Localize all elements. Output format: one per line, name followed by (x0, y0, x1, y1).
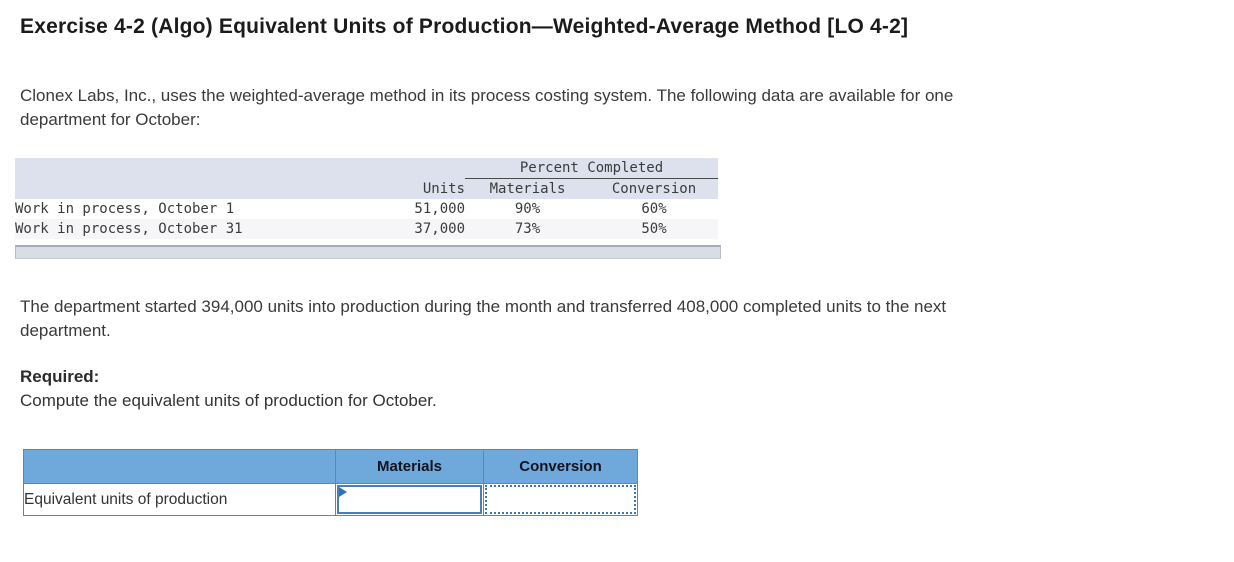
materials-percent-value: 73% (465, 219, 590, 239)
percent-completed-group-header: Percent Completed (465, 158, 719, 179)
answer-header-row: Materials Conversion (23, 449, 638, 484)
exhibit-table-container: Percent Completed Units Materials Conver… (15, 158, 1234, 239)
intro-line-1: Clonex Labs, Inc., uses the weighted-ave… (20, 86, 954, 105)
units-column-header: Units (375, 178, 465, 199)
answer-header-spacer (23, 449, 336, 484)
row-label: Work in process, October 31 (15, 219, 375, 239)
conversion-input-cell[interactable] (483, 483, 638, 516)
required-label: Required: (20, 367, 100, 386)
exhibit-column-header-row: Units Materials Conversion (15, 178, 719, 199)
units-value: 51,000 (375, 199, 465, 219)
page-title: Exercise 4-2 (Algo) Equivalent Units of … (20, 15, 909, 38)
answer-materials-header: Materials (335, 449, 484, 484)
answer-row-label: Equivalent units of production (23, 483, 336, 516)
table-row: Work in process, October 31 37,000 73% 5… (15, 219, 719, 239)
middle-line-1: The department started 394,000 units int… (20, 297, 947, 316)
intro-paragraph: Clonex Labs, Inc., uses the weighted-ave… (20, 84, 1214, 132)
materials-input[interactable] (337, 485, 482, 514)
conversion-percent-value: 60% (590, 199, 719, 219)
materials-column-header: Materials (465, 178, 590, 199)
required-text: Compute the equivalent units of producti… (20, 391, 437, 410)
conversion-input[interactable] (485, 485, 636, 514)
row-label: Work in process, October 1 (15, 199, 375, 219)
intro-line-2: department for October: (20, 110, 201, 129)
answer-conversion-header: Conversion (483, 449, 638, 484)
answer-table: Materials Conversion Equivalent units of… (23, 449, 638, 516)
exhibit-group-header-row: Percent Completed (15, 158, 719, 179)
middle-line-2: department. (20, 321, 111, 340)
answer-row: Equivalent units of production (23, 483, 638, 516)
units-value: 37,000 (375, 219, 465, 239)
middle-paragraph: The department started 394,000 units int… (20, 295, 1214, 343)
conversion-percent-value: 50% (590, 219, 719, 239)
horizontal-scrollbar[interactable] (15, 245, 721, 259)
exhibit-header-spacer (15, 178, 375, 199)
exhibit-table: Percent Completed Units Materials Conver… (15, 158, 719, 239)
conversion-column-header: Conversion (590, 178, 719, 199)
materials-percent-value: 90% (465, 199, 590, 219)
materials-input-cell[interactable] (335, 483, 484, 516)
active-cell-marker-icon (339, 487, 347, 497)
exhibit-header-spacer (15, 158, 465, 179)
table-row: Work in process, October 1 51,000 90% 60… (15, 199, 719, 219)
